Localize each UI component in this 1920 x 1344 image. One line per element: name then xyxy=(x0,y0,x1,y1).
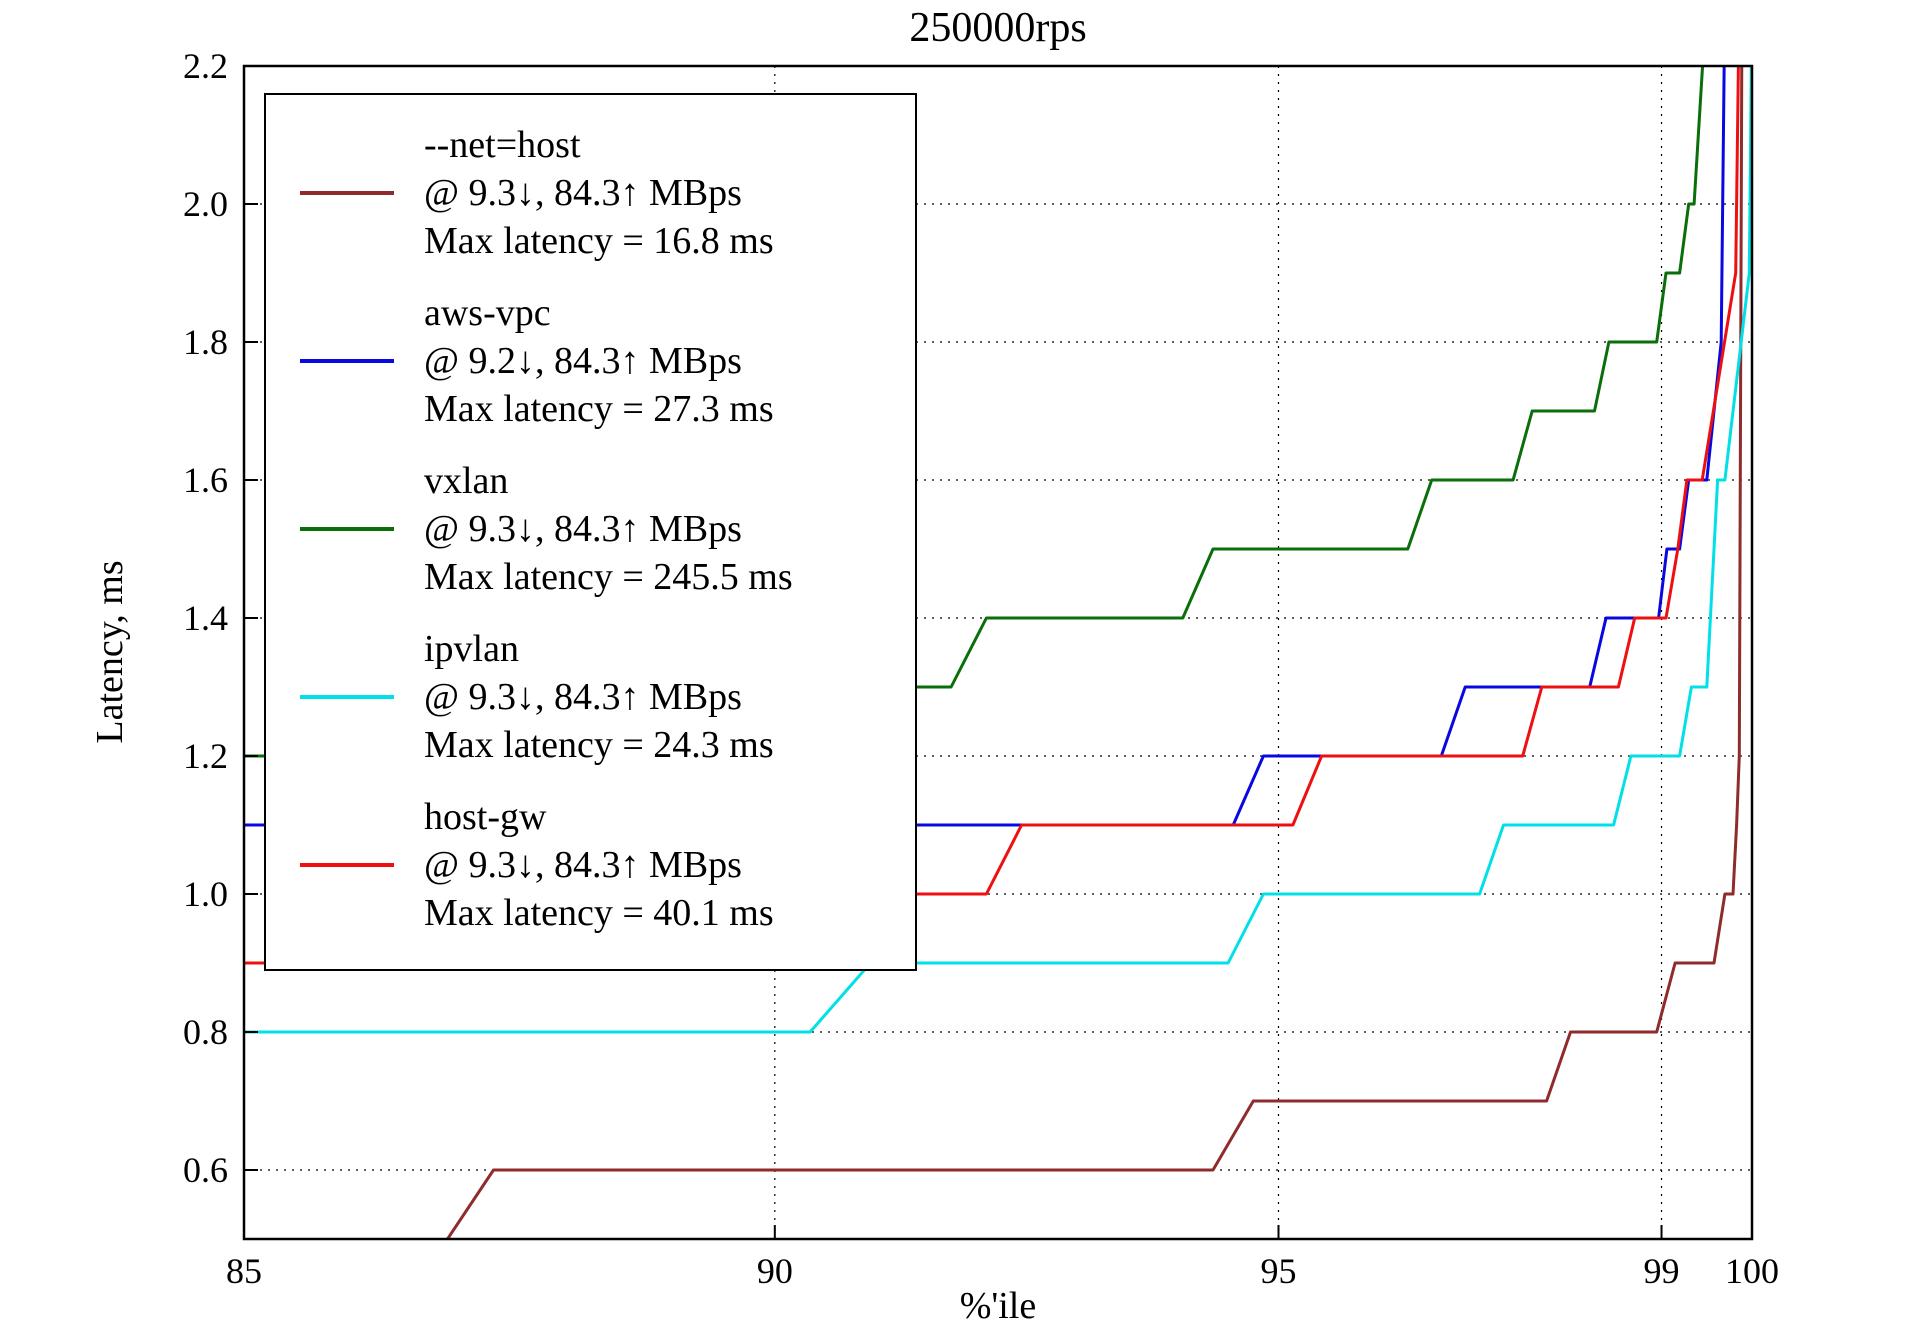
y-tick-label-2.2: 2.2 xyxy=(183,46,228,86)
legend-line-sample-host-gw xyxy=(300,863,394,867)
legend-entry-ipvlan: ipvlan @ 9.3↓, 84.3↑ MBps Max latency = 24… xyxy=(266,625,915,769)
x-axis-label: %'ile xyxy=(959,1285,1037,1327)
y-tick-label-2.0: 2.0 xyxy=(183,184,228,224)
y-axis-label: Latency, ms xyxy=(89,560,131,744)
legend-series-rate: @ 9.2↓, 84.3↑ MBps xyxy=(424,340,742,382)
x-tick-label-99: 99 xyxy=(1644,1251,1680,1291)
legend-series-rate: @ 9.3↓, 84.3↑ MBps xyxy=(424,676,742,718)
legend-line-sample-vxlan xyxy=(300,527,394,531)
legend-line-sample-net-host xyxy=(300,191,394,195)
series-line-ipvlan xyxy=(244,66,1752,1034)
chart-title: 250000rps xyxy=(909,5,1087,51)
legend-series-name: aws-vpc xyxy=(424,292,551,334)
legend-series-name: host-gw xyxy=(424,796,547,838)
legend-series-rate: @ 9.3↓, 84.3↑ MBps xyxy=(424,508,742,550)
series-line-vxlan xyxy=(244,66,1705,758)
x-tick-label-85: 85 xyxy=(226,1251,262,1291)
y-tick-label-0.8: 0.8 xyxy=(183,1012,228,1052)
y-tick-label-1.0: 1.0 xyxy=(183,874,228,914)
legend-series-name: ipvlan xyxy=(424,628,519,670)
x-tick-label-100: 100 xyxy=(1725,1251,1779,1291)
legend-series-name: --net=host xyxy=(424,124,581,166)
legend-line-sample-ipvlan xyxy=(300,695,394,699)
legend-entry-host-gw: host-gw @ 9.3↓, 84.3↑ MBps Max latency = 4… xyxy=(266,793,915,937)
plot-border xyxy=(242,64,1754,1241)
legend-series-max-latency: Max latency = 24.3 ms xyxy=(424,724,774,766)
y-tick-label-1.4: 1.4 xyxy=(183,598,228,638)
legend-box: --net=host @ 9.3↓, 84.3↑ MBps Max latency … xyxy=(264,93,917,971)
legend-series-max-latency: Max latency = 16.8 ms xyxy=(424,220,774,262)
x-tick-label-90: 90 xyxy=(757,1251,793,1291)
legend-series-name: vxlan xyxy=(424,460,509,502)
series-line-net-host xyxy=(445,66,1744,1239)
y-tick-label-1.2: 1.2 xyxy=(183,736,228,776)
y-tick-label-1.6: 1.6 xyxy=(183,460,228,500)
legend-series-rate: @ 9.3↓, 84.3↑ MBps xyxy=(424,844,742,886)
legend-entry-net-host: --net=host @ 9.3↓, 84.3↑ MBps Max latency … xyxy=(266,121,915,265)
legend-entry-aws-vpc: aws-vpc @ 9.2↓, 84.3↑ MBps Max latency = 2… xyxy=(266,289,915,433)
legend-series-max-latency: Max latency = 40.1 ms xyxy=(424,892,774,934)
legend-entry-vxlan: vxlan @ 9.3↓, 84.3↑ MBps Max latency = 245… xyxy=(266,457,915,601)
legend-line-sample-aws-vpc xyxy=(300,359,394,363)
series-lines xyxy=(244,66,1752,1239)
y-tick-label-1.8: 1.8 xyxy=(183,322,228,362)
legend-series-max-latency: Max latency = 27.3 ms xyxy=(424,388,774,430)
legend-series-max-latency: Max latency = 245.5 ms xyxy=(424,556,793,598)
series-line-aws-vpc xyxy=(244,66,1726,827)
axis-ticks: 85 90 95 99 100 0.6 0.8 1.0 1.2 1.4 1.6 1.8 2.0 2.2 xyxy=(183,46,1779,1291)
legend-series-rate: @ 9.3↓, 84.3↑ MBps xyxy=(424,172,742,214)
y-tick-label-0.6: 0.6 xyxy=(183,1150,228,1190)
x-tick-label-95: 95 xyxy=(1260,1251,1296,1291)
